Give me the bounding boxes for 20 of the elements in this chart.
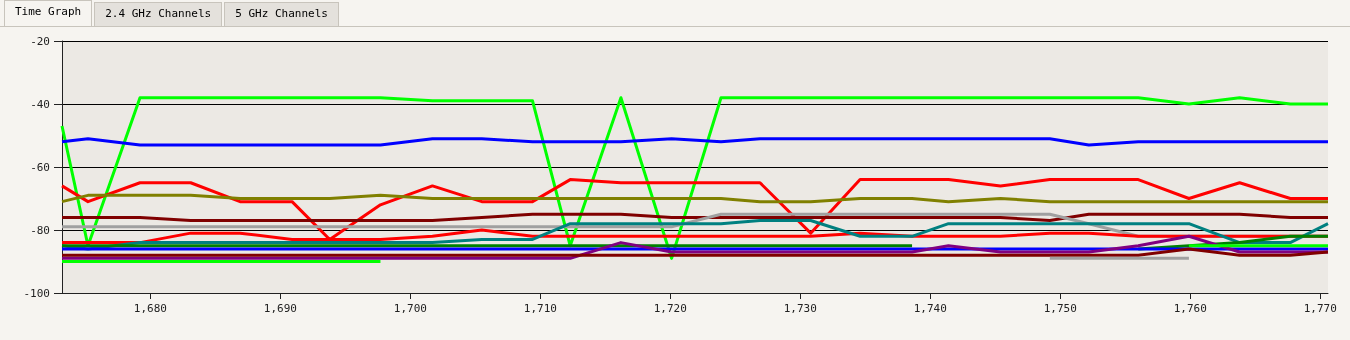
y-tick-label: -40 [30, 97, 50, 111]
line-series [60, 178, 1330, 241]
tab: Time Graph [4, 0, 93, 26]
x-tick-label: 1,760 [1173, 302, 1207, 315]
x-tick-label: 1,730 [783, 302, 817, 315]
line-series [60, 96, 1330, 260]
x-tick-label: 1,770 [1303, 302, 1337, 315]
x-tick-label: 1,740 [913, 302, 947, 315]
tab: 2.4 GHz Channels [94, 2, 223, 26]
x-tick-label: 1,700 [393, 302, 427, 315]
x-tick-label: 1,750 [1043, 302, 1077, 315]
y-tick-label: -60 [30, 160, 50, 174]
tab: 5 GHz Channels [224, 2, 339, 26]
x-tick-label: 1,690 [263, 302, 297, 315]
x-tick-label: 1,680 [133, 302, 167, 315]
x-tick-label: 1,710 [523, 302, 557, 315]
y-tick-label: -100 [23, 286, 50, 300]
y-tick-label: -20 [30, 34, 50, 48]
y-tick-label: -80 [30, 223, 50, 237]
x-tick-label: 1,720 [653, 302, 687, 315]
